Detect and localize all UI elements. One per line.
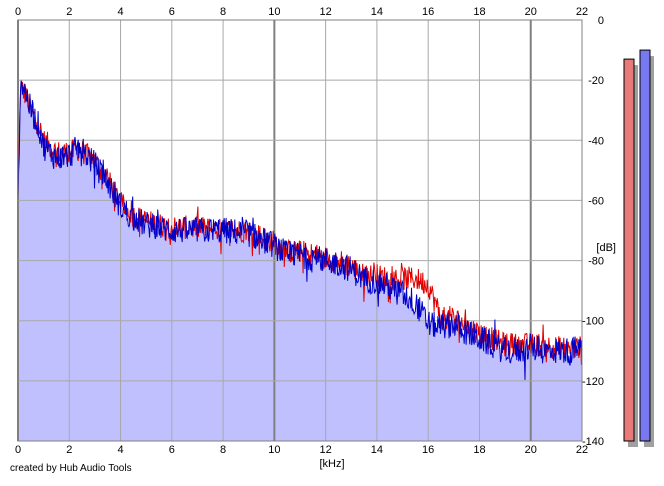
series-line-blue: [17, 80, 583, 380]
x-tick-label-top: 20: [525, 6, 537, 18]
x-tick-label-top: 18: [473, 6, 485, 18]
plot-frame: [17, 19, 583, 442]
y-tick-label: -140: [582, 436, 604, 448]
x-tick-label-top: 12: [320, 6, 332, 18]
x-tick-label-bottom: 18: [473, 444, 485, 456]
y-tick-label: -80: [588, 256, 604, 268]
x-tick-label-bottom: 2: [66, 444, 72, 456]
x-tick-label-bottom: 22: [576, 444, 588, 456]
x-tick-label-top: 22: [576, 6, 588, 18]
level-meter-bar: [623, 58, 635, 442]
y-tick-label: -60: [588, 195, 604, 207]
y-tick-label: -120: [582, 376, 604, 388]
x-axis-label: [kHz]: [319, 458, 344, 470]
x-tick-label-bottom: 14: [371, 444, 383, 456]
x-tick-label-bottom: 20: [525, 444, 537, 456]
x-tick-label-top: 8: [220, 6, 226, 18]
y-tick-label: -20: [588, 75, 604, 87]
credit-label: created by Hub Audio Tools: [10, 463, 132, 474]
x-tick-label-top: 4: [117, 6, 123, 18]
y-tick-label: 0: [598, 15, 604, 27]
y-axis-label: [dB]: [596, 242, 616, 254]
x-tick-label-top: 0: [15, 6, 21, 18]
x-tick-label-top: 2: [66, 6, 72, 18]
y-tick-label: -40: [588, 135, 604, 147]
x-tick-label-top: 14: [371, 6, 383, 18]
x-tick-label-bottom: 0: [15, 444, 21, 456]
x-tick-label-bottom: 12: [320, 444, 332, 456]
y-tick-label: -100: [582, 316, 604, 328]
x-tick-label-top: 10: [268, 6, 280, 18]
x-tick-label-top: 16: [422, 6, 434, 18]
level-meter-bar: [639, 49, 651, 442]
x-tick-label-bottom: 10: [268, 444, 280, 456]
x-tick-label-top: 6: [169, 6, 175, 18]
x-tick-label-bottom: 8: [220, 444, 226, 456]
x-tick-label-bottom: 6: [169, 444, 175, 456]
x-tick-label-bottom: 16: [422, 444, 434, 456]
x-tick-label-bottom: 4: [117, 444, 123, 456]
